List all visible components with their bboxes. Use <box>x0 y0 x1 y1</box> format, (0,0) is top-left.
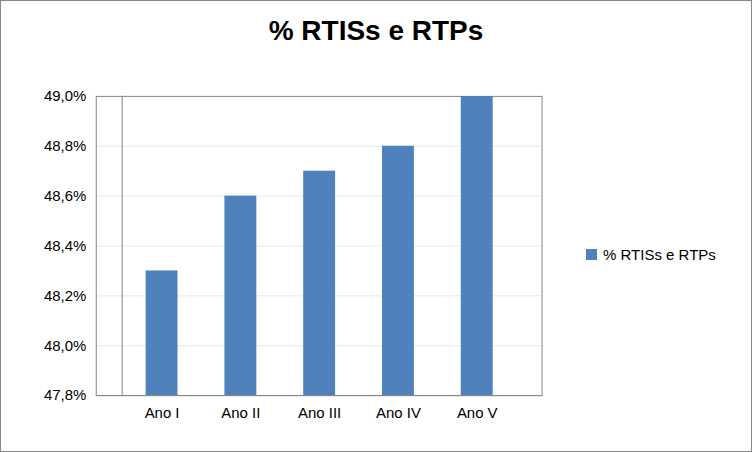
svg-text:48,4%: 48,4% <box>44 237 86 254</box>
svg-text:Ano IV: Ano IV <box>376 404 421 421</box>
svg-text:48,2%: 48,2% <box>44 287 86 304</box>
html-text:% RTISs e RTPs: % RTISs e RTPs <box>603 246 716 263</box>
svg-text:49,0%: 49,0% <box>44 87 86 104</box>
svg-text:48,0%: 48,0% <box>44 337 86 354</box>
svg-text:Ano V: Ano V <box>457 404 498 421</box>
svg-text:47,8%: 47,8% <box>44 386 86 403</box>
html-text:% RTISs e RTPs: % RTISs e RTPs <box>268 15 484 46</box>
svg-text:48,6%: 48,6% <box>44 187 86 204</box>
svg-text:48,8%: 48,8% <box>44 137 86 154</box>
svg-text:Ano III: Ano III <box>298 404 341 421</box>
svg-text:Ano II: Ano II <box>221 404 260 421</box>
svg-text:Ano I: Ano I <box>145 404 180 421</box>
